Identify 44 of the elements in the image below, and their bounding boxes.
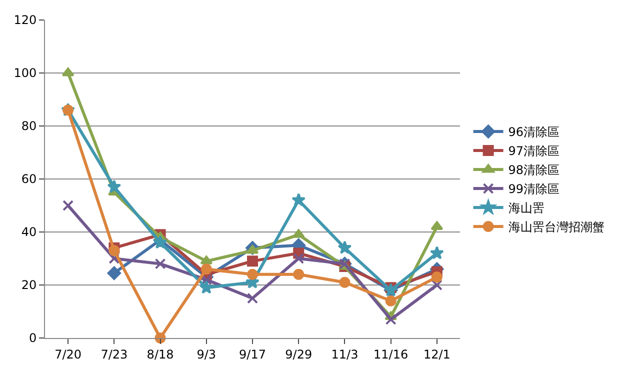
x-tick-label: 9/3 bbox=[196, 347, 216, 362]
y-tick-label: 20 bbox=[21, 278, 37, 292]
y-tick-label: 0 bbox=[28, 331, 37, 346]
point bbox=[385, 295, 396, 306]
legend-label: 96清除區 bbox=[508, 125, 560, 140]
point bbox=[107, 266, 122, 280]
point bbox=[247, 292, 258, 304]
x-tick-label: 7/23 bbox=[100, 347, 128, 362]
point bbox=[199, 280, 214, 294]
legend-label: 98清除區 bbox=[508, 163, 560, 178]
point bbox=[247, 256, 258, 267]
point bbox=[247, 268, 258, 280]
point bbox=[153, 235, 168, 249]
x-tick-label: 9/17 bbox=[239, 347, 266, 362]
point bbox=[108, 245, 120, 256]
y-tick-label: 40 bbox=[21, 225, 37, 240]
point bbox=[385, 314, 396, 325]
point bbox=[338, 240, 352, 254]
point bbox=[62, 200, 74, 211]
x-tick-label: 12/1 bbox=[423, 347, 450, 362]
x-tick-label: 11/3 bbox=[331, 347, 358, 362]
legend-label: 海山罟 bbox=[508, 201, 544, 216]
y-tick-label: 80 bbox=[21, 119, 37, 134]
point bbox=[200, 264, 212, 275]
x-tick-label: 7/20 bbox=[54, 347, 82, 362]
legend-label: 99清除區 bbox=[508, 182, 560, 196]
point bbox=[430, 246, 444, 260]
legend-label: 97清除區 bbox=[508, 144, 560, 158]
point bbox=[107, 180, 122, 194]
point bbox=[293, 253, 304, 264]
point bbox=[154, 258, 166, 270]
y-tick-label: 60 bbox=[21, 172, 37, 186]
point bbox=[339, 276, 350, 288]
y-tick-label: 100 bbox=[14, 66, 37, 80]
x-tick-label: 9/29 bbox=[285, 347, 312, 362]
point bbox=[293, 268, 304, 280]
x-tick-label: 11/16 bbox=[374, 347, 408, 362]
legend-label: 海山罟台灣招潮蟹 bbox=[508, 220, 604, 234]
x-tick-label: 8/18 bbox=[146, 347, 174, 362]
y-tick-label: 120 bbox=[14, 13, 37, 28]
point bbox=[292, 192, 306, 206]
point bbox=[108, 253, 120, 264]
point bbox=[431, 280, 442, 290]
point bbox=[431, 272, 442, 283]
